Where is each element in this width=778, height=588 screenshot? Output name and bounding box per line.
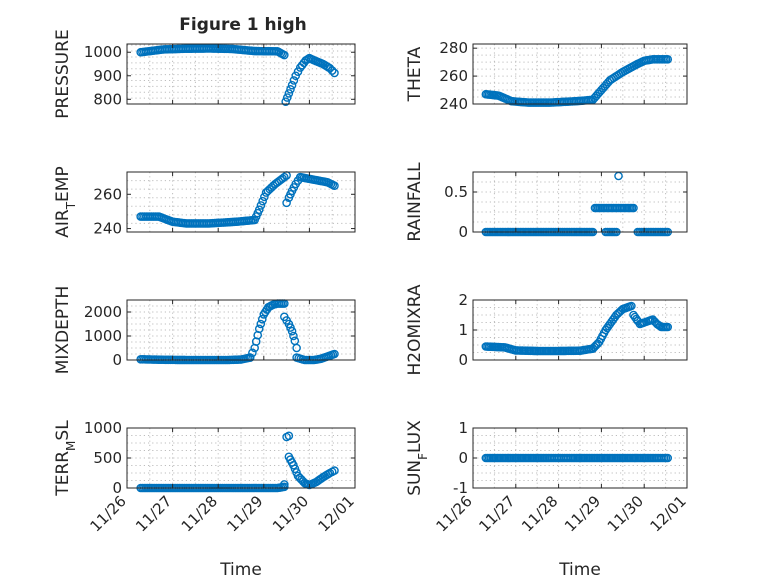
axes-frame [472,171,688,233]
data-point [256,319,266,329]
data-point [280,172,289,182]
y-tick-label: 800 [93,90,122,108]
y-tick-label: 0.5 [444,183,468,201]
data-point [292,343,301,353]
x-axis-label: Time [219,560,262,580]
y-tick-label: 260 [93,185,122,203]
subplot-mixdepth: 0 1000 2000 MIXDEPTH [53,286,356,375]
data-point [284,89,294,98]
y-axis-label: SUNFLUX [405,420,430,496]
y-axis-label: PRESSURE [53,29,73,118]
y-tick-label: 1000 [84,43,122,61]
subplot-pressure: 800 900 1000 PRESSURE [53,29,356,119]
axes-frame [126,43,356,105]
data-point [248,348,257,358]
subplot-rainfall: 0 0.5 RAINFALL [405,162,688,242]
y-tick-label: 1000 [84,327,122,345]
data-point [629,203,638,213]
data-point [289,331,298,341]
data-point [648,315,658,324]
data-point [282,198,291,208]
y-tick-label: 280 [439,39,468,57]
axes-frame [472,43,688,105]
data-point [663,55,673,64]
x-axis-label: Time [558,560,601,580]
data-point [258,196,267,206]
data-point [330,349,339,359]
y-tick-label: -1 [453,479,468,497]
data-point [325,63,335,73]
data-point [287,326,297,336]
data-point [245,353,255,362]
axes-frame [126,171,356,233]
y-tick-label: 0 [458,223,468,241]
y-tick-label: 0 [458,449,468,467]
subplot-theta: 240 260 280 THETA [405,39,688,113]
x-tick-label: 11/28 [518,492,561,535]
subplot-sun-flux: -1 0 1 11/26 11/27 11/28 11/29 11/30 12/01 SUNFLU… [405,419,690,580]
x-tick-label: 11/30 [604,492,647,535]
x-tick-label: 12/01 [647,492,690,535]
figure-title: Figure 1 high [179,15,307,35]
x-tick-label: 11/30 [269,492,312,535]
y-tick-label: 0 [458,351,468,369]
y-axis-label: AIRTEMP [53,166,78,237]
data-point [663,322,673,332]
y-tick-label: 260 [439,67,468,85]
y-axis-label: TERRMSL [53,420,78,497]
data-point [627,301,636,311]
data-point [330,181,339,191]
data-point [280,50,289,60]
y-tick-label: 500 [93,449,122,467]
y-tick-label: 240 [93,220,122,238]
y-tick-label: 0 [112,351,122,369]
x-tick-label: 11/27 [132,492,175,535]
data-point [330,466,339,475]
y-axis-label: RAINFALL [405,162,425,242]
y-tick-label: 1 [458,419,468,437]
data-point [291,71,301,81]
data-point [257,314,267,324]
data-point [286,84,295,94]
x-tick-label: 11/26 [433,492,476,535]
y-tick-label: 1000 [84,419,122,437]
y-tick-label: 2000 [84,303,122,321]
x-tick-label: 11/28 [178,492,221,535]
y-tick-label: 900 [93,67,122,85]
data-point [284,431,294,441]
data-point [281,97,290,106]
subplot-air-temp: 240 260 AIRTEMP [53,166,356,238]
y-tick-label: 240 [439,95,468,113]
x-tick-label: 11/27 [475,492,518,535]
data-point [256,201,266,210]
y-tick-label: 0 [112,479,122,497]
data-point [289,76,299,85]
data-point [663,453,673,463]
y-axis-label: THETA [405,46,425,102]
data-point [254,324,264,334]
x-tick-label: 11/29 [561,492,604,535]
y-tick-label: 1 [458,321,468,339]
y-axis-label: H2OMIXRA [405,284,425,375]
y-tick-label: 2 [458,291,468,309]
data-point [330,68,339,78]
data-point [293,67,303,76]
subplot-h2omixra: 0 1 2 H2OMIXRA [405,284,688,376]
x-tick-label: 11/26 [87,492,130,535]
subplot-terr-msl: 0 500 1000 11/26 11/27 11/28 11/29 11/30 12/01 TE… [53,419,358,580]
axes-frame [126,299,356,361]
data-point [254,205,264,215]
x-tick-label: 11/29 [223,492,266,535]
data-point [327,66,337,75]
y-axis-label: MIXDEPTH [53,286,73,375]
x-tick-label: 12/01 [315,492,358,535]
data-point [282,93,292,102]
data-point [280,482,289,492]
data-point [287,80,297,90]
